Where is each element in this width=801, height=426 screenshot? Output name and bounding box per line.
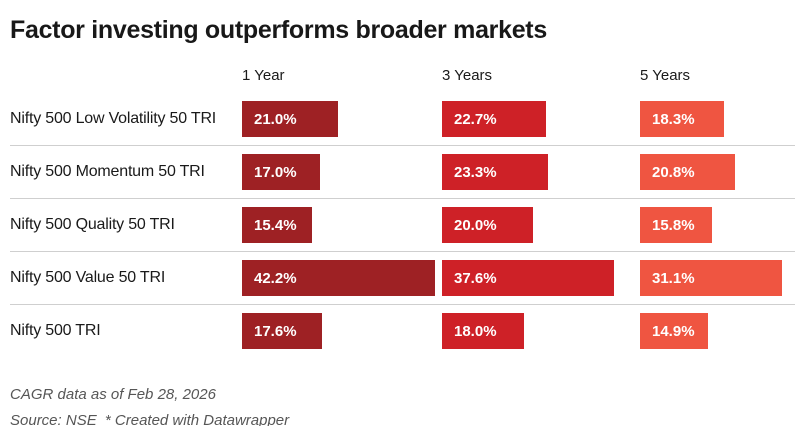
- bar-cell: 15.4%: [242, 207, 442, 243]
- value-bar: 22.7%: [442, 101, 546, 137]
- table-row: Nifty 500 Quality 50 TRI 15.4% 20.0% 15.8%: [10, 198, 795, 251]
- value-bar: 15.8%: [640, 207, 713, 243]
- bar-value-label: 20.0%: [454, 216, 497, 234]
- column-header-1-year: 1 Year: [242, 67, 285, 84]
- bar-table: Nifty 500 Low Volatility 50 TRI 21.0% 22.7…: [10, 93, 795, 357]
- value-bar: 31.1%: [640, 260, 783, 296]
- chart-note: CAGR data as of Feb 28, 2026: [10, 386, 216, 403]
- bar-value-label: 15.8%: [652, 216, 695, 234]
- bar-cell: 17.0%: [242, 154, 442, 190]
- bar-value-label: 14.9%: [652, 322, 695, 340]
- bar-cell: 22.7%: [442, 101, 640, 137]
- value-bar: 21.0%: [242, 101, 338, 137]
- value-bar: 20.8%: [640, 154, 736, 190]
- chart-footer: CAGR data as of Feb 28, 2026 Source: NSE…: [10, 382, 795, 426]
- datawrapper-attribution-link[interactable]: * Created with Datawrapper: [104, 412, 290, 426]
- bar-cell: 18.0%: [442, 313, 640, 349]
- table-row: Nifty 500 TRI 17.6% 18.0% 14.9%: [10, 304, 795, 357]
- bar-value-label: 20.8%: [652, 163, 695, 181]
- column-header-row: 1 Year 3 Years 5 Years: [10, 67, 795, 84]
- row-label: Nifty 500 Momentum 50 TRI: [10, 163, 205, 180]
- bar-value-label: 23.3%: [454, 163, 497, 181]
- bar-value-label: 18.0%: [454, 322, 497, 340]
- bar-cell: 15.8%: [640, 207, 795, 243]
- source-label: Source: NSE: [10, 412, 97, 426]
- row-label: Nifty 500 Quality 50 TRI: [10, 216, 175, 233]
- table-row: Nifty 500 Value 50 TRI 42.2% 37.6% 31.1%: [10, 251, 795, 304]
- value-bar: 42.2%: [242, 260, 435, 296]
- value-bar: 20.0%: [442, 207, 534, 243]
- value-bar: 23.3%: [442, 154, 549, 190]
- value-bar: 14.9%: [640, 313, 709, 349]
- bar-value-label: 22.7%: [454, 110, 497, 128]
- value-bar: 15.4%: [242, 207, 313, 243]
- source-line: Source: NSE * Created with Datawrapper: [10, 408, 795, 426]
- bar-value-label: 15.4%: [254, 216, 297, 234]
- value-bar: 17.0%: [242, 154, 320, 190]
- row-label: Nifty 500 Low Volatility 50 TRI: [10, 110, 217, 127]
- bar-cell: 14.9%: [640, 313, 795, 349]
- chart-title: Factor investing outperforms broader mar…: [10, 16, 547, 44]
- value-bar: 17.6%: [242, 313, 323, 349]
- value-bar: 18.3%: [640, 101, 724, 137]
- table-row: Nifty 500 Low Volatility 50 TRI 21.0% 22.7…: [10, 93, 795, 145]
- bar-cell: 31.1%: [640, 260, 795, 296]
- bar-value-label: 21.0%: [254, 110, 297, 128]
- value-bar: 18.0%: [442, 313, 525, 349]
- bar-cell: 17.6%: [242, 313, 442, 349]
- bar-cell: 37.6%: [442, 260, 640, 296]
- bar-value-label: 31.1%: [652, 269, 695, 287]
- table-row: Nifty 500 Momentum 50 TRI 17.0% 23.3% 20.8%: [10, 145, 795, 198]
- row-label: Nifty 500 Value 50 TRI: [10, 269, 166, 286]
- bar-value-label: 37.6%: [454, 269, 497, 287]
- bar-cell: 42.2%: [242, 260, 442, 296]
- bar-cell: 20.0%: [442, 207, 640, 243]
- bar-cell: 21.0%: [242, 101, 442, 137]
- column-header-3-years: 3 Years: [442, 67, 493, 84]
- bar-value-label: 18.3%: [652, 110, 695, 128]
- bar-cell: 18.3%: [640, 101, 795, 137]
- bar-cell: 23.3%: [442, 154, 640, 190]
- column-header-5-years: 5 Years: [640, 67, 691, 84]
- row-label: Nifty 500 TRI: [10, 322, 101, 339]
- value-bar: 37.6%: [442, 260, 614, 296]
- bar-cell: 20.8%: [640, 154, 795, 190]
- bar-value-label: 17.6%: [254, 322, 297, 340]
- bar-value-label: 17.0%: [254, 163, 297, 181]
- bar-value-label: 42.2%: [254, 269, 297, 287]
